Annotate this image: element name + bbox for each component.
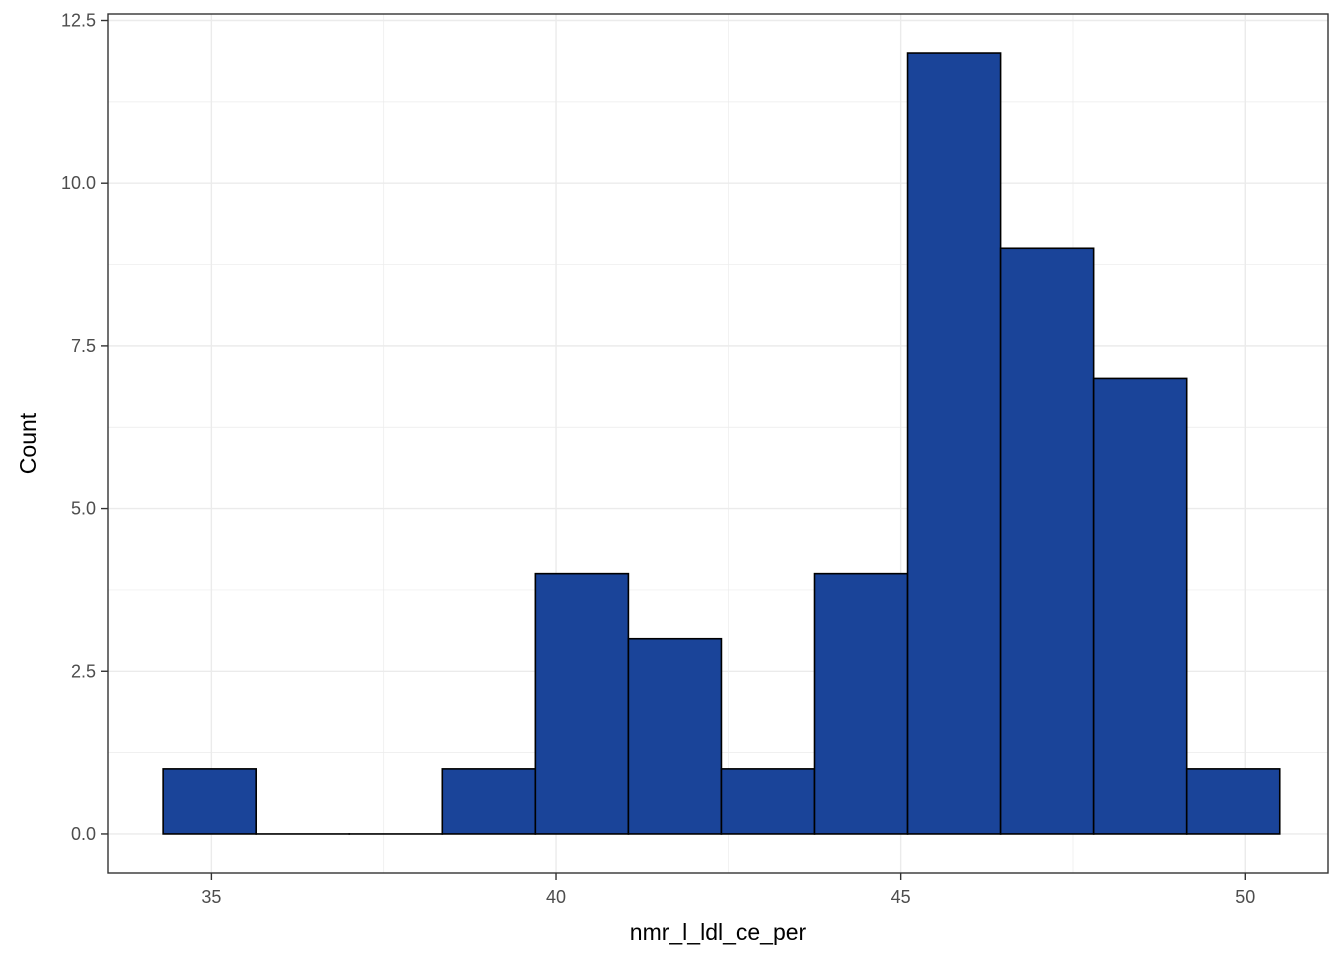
y-tick-label: 10.0 xyxy=(61,173,96,193)
panel-border xyxy=(107,13,1329,874)
y-tick-label: 12.5 xyxy=(61,11,96,31)
x-axis: 35 40 45 50 xyxy=(201,873,1255,907)
y-tick-label: 0.0 xyxy=(71,824,96,844)
histogram-bar xyxy=(1092,377,1188,835)
x-tick-label: 35 xyxy=(201,887,221,907)
histogram-bar xyxy=(906,52,1002,835)
histogram-bar xyxy=(1185,768,1281,835)
x-tick-label: 40 xyxy=(546,887,566,907)
histogram-bars xyxy=(162,52,1281,835)
histogram-bar xyxy=(813,572,909,835)
y-axis-title: Count xyxy=(15,412,41,474)
y-axis: 0.0 2.5 5.0 7.5 10.0 12.5 xyxy=(61,11,108,844)
y-tick-label: 7.5 xyxy=(71,336,96,356)
histogram-bar xyxy=(720,768,816,835)
y-tick-label: 2.5 xyxy=(71,661,96,681)
y-tick-label: 5.0 xyxy=(71,499,96,519)
histogram-bar xyxy=(534,572,630,835)
histogram-bar xyxy=(162,768,257,835)
histogram-bar xyxy=(441,768,537,835)
x-tick-label: 45 xyxy=(891,887,911,907)
histogram-bar xyxy=(999,247,1095,835)
histogram-bar xyxy=(627,637,723,835)
x-axis-title: nmr_l_ldl_ce_per xyxy=(630,919,807,945)
x-tick-label: 50 xyxy=(1235,887,1255,907)
